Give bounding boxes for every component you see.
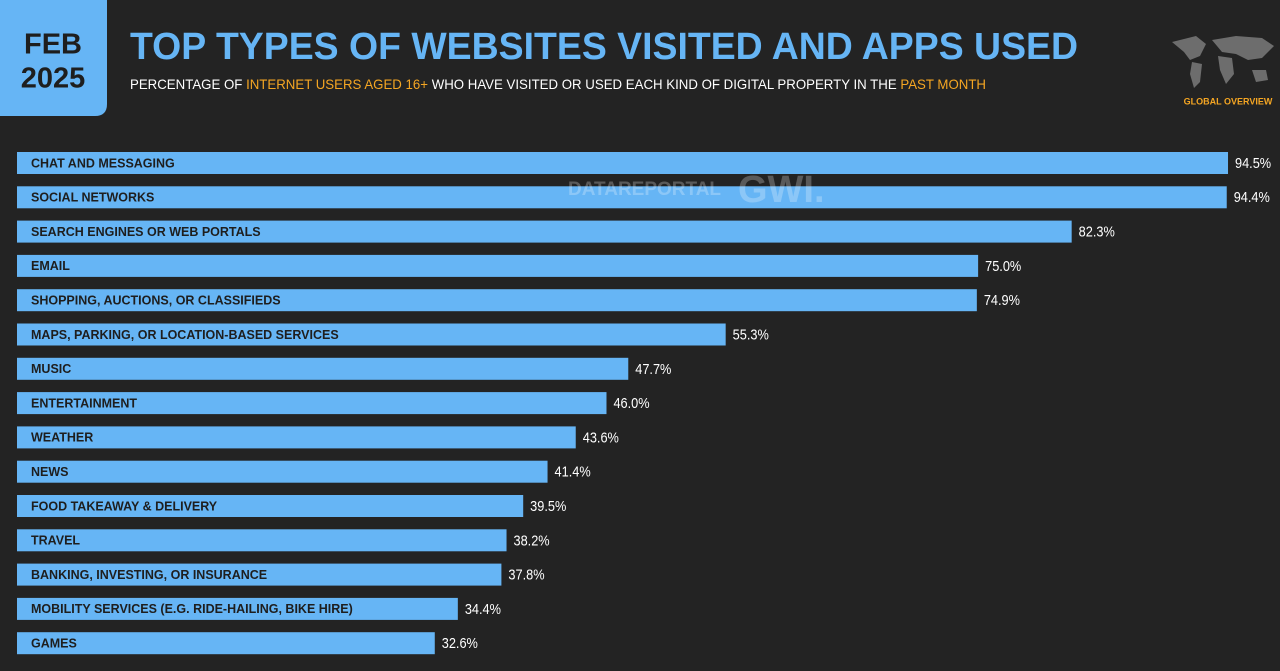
watermark: GWI. [738, 169, 825, 211]
category-label: SEARCH ENGINES OR WEB PORTALS [31, 225, 261, 239]
date-badge [0, 0, 107, 116]
bar [17, 254, 979, 277]
value-label: 43.6% [583, 428, 619, 445]
category-label: MUSIC [31, 362, 71, 376]
chart-title: TOP TYPES OF WEBSITES VISITED AND APPS U… [130, 26, 1078, 68]
subtitle-highlight: INTERNET USERS AGED 16+ [246, 76, 428, 92]
bar [17, 186, 1227, 209]
value-label: 94.5% [1235, 154, 1271, 171]
value-label: 47.7% [635, 360, 671, 377]
bar [17, 597, 458, 620]
value-label: 32.6% [442, 634, 478, 651]
category-label: MAPS, PARKING, OR LOCATION-BASED SERVICE… [31, 328, 339, 342]
value-label: 38.2% [514, 531, 550, 548]
value-label: 41.4% [555, 463, 591, 480]
category-label: WEATHER [31, 431, 93, 445]
subtitle-text: WHO HAVE VISITED OR USED EACH KIND OF DI… [428, 76, 900, 92]
value-label: 82.3% [1079, 223, 1115, 240]
category-label: GAMES [31, 636, 77, 650]
bar [17, 426, 576, 449]
category-label: BANKING, INVESTING, OR INSURANCE [31, 568, 267, 582]
subtitle-text: PERCENTAGE OF [130, 76, 246, 92]
category-label: TRAVEL [31, 534, 80, 548]
bar [17, 152, 1229, 174]
category-label: EMAIL [31, 259, 70, 273]
value-label: 74.9% [984, 291, 1020, 308]
subtitle-highlight: PAST MONTH [900, 76, 986, 92]
bar [17, 392, 607, 415]
section-label: GLOBAL OVERVIEW [1184, 96, 1273, 106]
bar [17, 357, 629, 380]
world-map-icon [1172, 36, 1274, 88]
bar [17, 495, 524, 517]
value-label: 37.8% [508, 566, 544, 583]
bar [17, 220, 1072, 243]
value-label: 46.0% [613, 394, 649, 411]
bar [17, 632, 435, 655]
category-label: FOOD TAKEAWAY & DELIVERY [31, 499, 218, 513]
watermark: DATAREPORTAL [568, 179, 721, 200]
category-label: CHAT AND MESSAGING [31, 156, 175, 170]
value-label: 75.0% [985, 257, 1021, 274]
category-label: ENTERTAINMENT [31, 396, 137, 410]
bar [17, 529, 507, 552]
value-label: 39.5% [530, 497, 566, 514]
bar [17, 323, 726, 346]
badge-month: FEB [24, 29, 82, 61]
value-label: 34.4% [465, 600, 501, 617]
value-label: 55.3% [733, 325, 769, 342]
category-label: SOCIAL NETWORKS [31, 191, 154, 205]
value-label: 94.4% [1234, 188, 1270, 205]
bar [17, 460, 548, 483]
bar [17, 563, 502, 586]
category-label: MOBILITY SERVICES (E.G. RIDE-HAILING, BI… [31, 602, 353, 616]
category-label: NEWS [31, 465, 69, 479]
chart-subtitle: PERCENTAGE OF INTERNET USERS AGED 16+ WH… [130, 76, 986, 92]
badge-year: 2025 [21, 63, 86, 95]
category-label: SHOPPING, AUCTIONS, OR CLASSIFIEDS [31, 293, 281, 307]
bar [17, 289, 977, 312]
